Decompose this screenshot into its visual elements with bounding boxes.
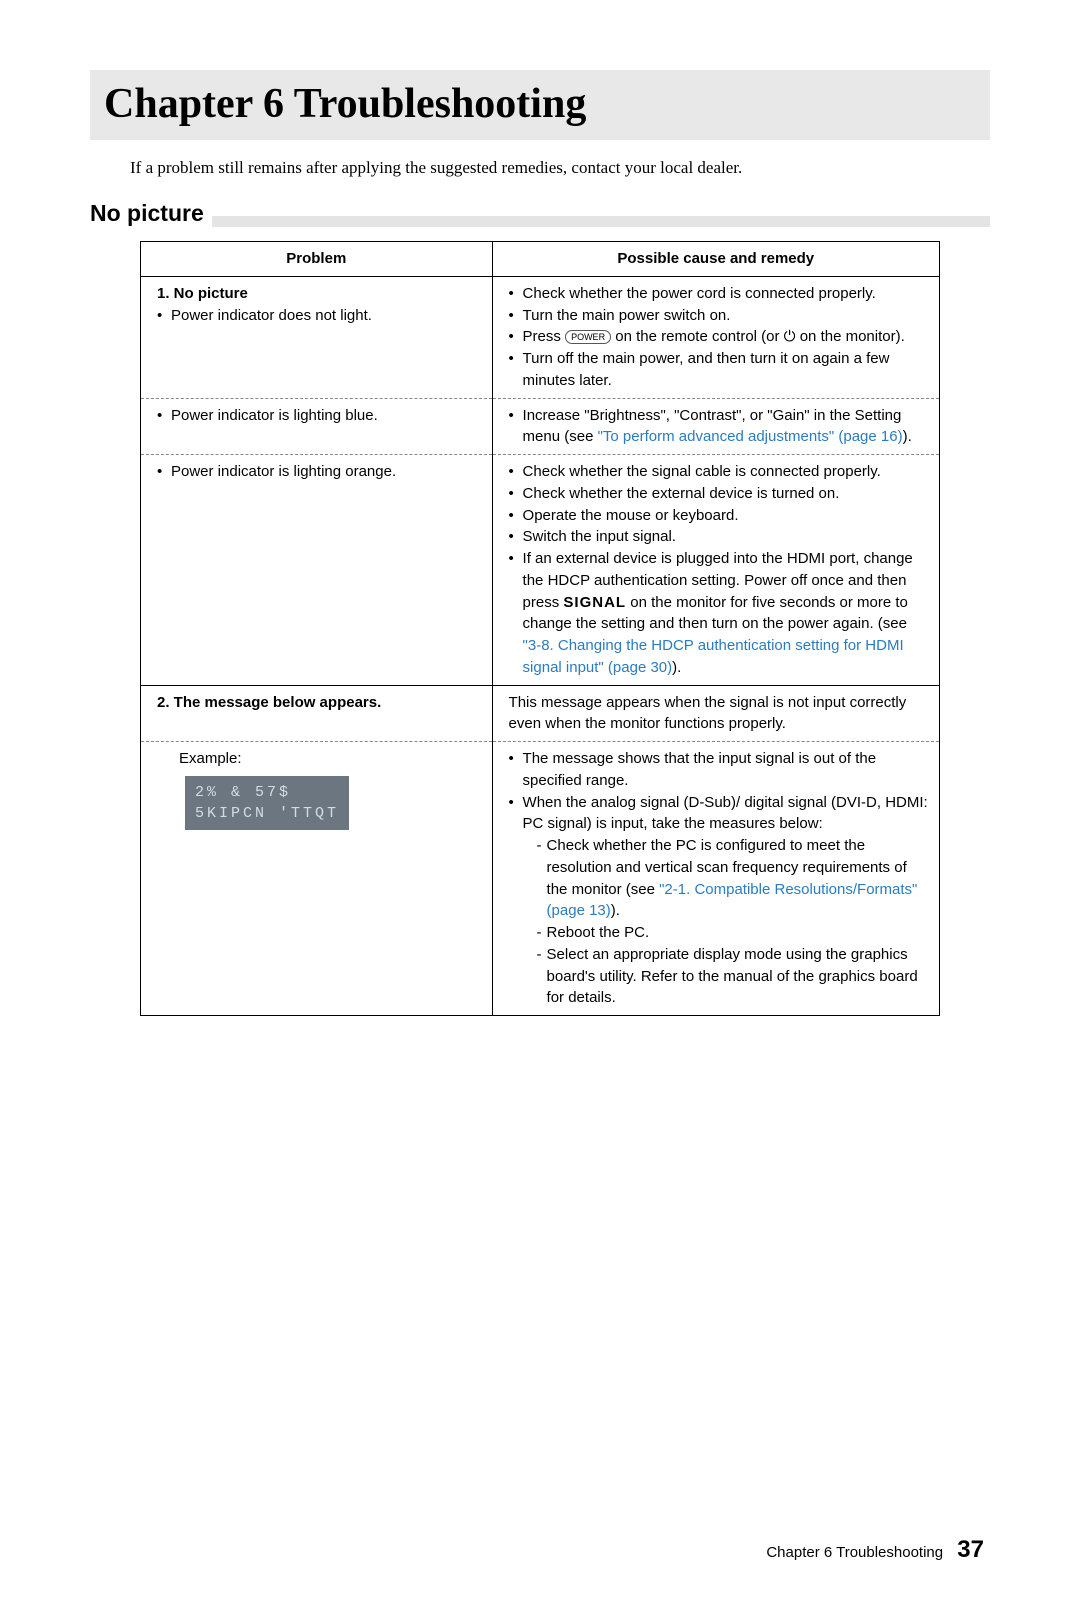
signal-button-label: SIGNAL (563, 594, 626, 611)
remedy-bullet: Check whether the external device is tur… (509, 483, 929, 505)
example-error-box: 2% & 57$ 5KIPCN 'TTQT (185, 776, 349, 830)
remedy-bullet: Turn the main power switch on. (509, 305, 929, 327)
table-row: Example: 2% & 57$ 5KIPCN 'TTQT The messa… (141, 742, 940, 1016)
header-problem: Problem (141, 242, 493, 277)
remedy-cell: Check whether the signal cable is connec… (492, 455, 939, 686)
power-button-icon: POWER (565, 330, 611, 344)
problem-bullet: Power indicator is lighting orange. (157, 461, 482, 483)
remedy-bullet: If an external device is plugged into th… (509, 548, 929, 679)
remedy-cell: Increase "Brightness", "Contrast", or "G… (492, 398, 939, 455)
problem-cell: Example: 2% & 57$ 5KIPCN 'TTQT (141, 742, 493, 1016)
chapter-title-bar: Chapter 6 Troubleshooting (90, 70, 990, 140)
page: Chapter 6 Troubleshooting If a problem s… (0, 0, 1080, 1604)
table-row: Power indicator is lighting blue. Increa… (141, 398, 940, 455)
page-footer: Chapter 6 Troubleshooting 37 (90, 1536, 990, 1564)
text: ). (903, 428, 912, 445)
header-remedy: Possible cause and remedy (492, 242, 939, 277)
text: When the analog signal (D-Sub)/ digital … (523, 794, 928, 833)
chapter-title: Chapter 6 Troubleshooting (104, 80, 976, 128)
footer-text: Chapter 6 Troubleshooting (766, 1544, 943, 1561)
remedy-cell: The message shows that the input signal … (492, 742, 939, 1016)
table-row: 1. No picture Power indicator does not l… (141, 276, 940, 398)
error-line: 2% & 57$ (195, 782, 339, 803)
problem-number: 1. No picture (157, 283, 482, 305)
troubleshooting-table: Problem Possible cause and remedy 1. No … (140, 241, 940, 1016)
link-adjustments[interactable]: "To perform advanced adjustments" (page … (598, 428, 903, 445)
remedy-bullet: Turn off the main power, and then turn i… (509, 348, 929, 392)
section-header: No picture (90, 200, 990, 227)
link-hdcp[interactable]: "3-8. Changing the HDCP authentication s… (523, 637, 904, 676)
remedy-bullet: Press POWER on the remote control (or ⏻ … (509, 326, 929, 348)
problem-number: 2. The message below appears. (157, 692, 482, 714)
problem-cell: Power indicator is lighting orange. (141, 455, 493, 686)
error-line: 5KIPCN 'TTQT (195, 803, 339, 824)
remedy-bullet: Switch the input signal. (509, 526, 929, 548)
table-row: Power indicator is lighting orange. Chec… (141, 455, 940, 686)
text: ). (611, 902, 620, 919)
problem-cell: Power indicator is lighting blue. (141, 398, 493, 455)
remedy-bullet: Check whether the power cord is connecte… (509, 283, 929, 305)
problem-cell: 2. The message below appears. (141, 685, 493, 742)
remedy-bullet: Check whether the signal cable is connec… (509, 461, 929, 483)
remedy-bullet: Operate the mouse or keyboard. (509, 505, 929, 527)
problem-bullet: Power indicator is lighting blue. (157, 405, 482, 427)
remedy-bullet: When the analog signal (D-Sub)/ digital … (509, 792, 929, 1010)
section-title: No picture (90, 200, 204, 227)
remedy-cell: Check whether the power cord is connecte… (492, 276, 939, 398)
example-label: Example: (157, 748, 482, 770)
text: Press (523, 328, 566, 345)
remedy-sub-bullet: Check whether the PC is configured to me… (537, 835, 929, 922)
table-header-row: Problem Possible cause and remedy (141, 242, 940, 277)
power-icon: ⏻ (784, 328, 796, 345)
problem-cell: 1. No picture Power indicator does not l… (141, 276, 493, 398)
remedy-bullet: Increase "Brightness", "Contrast", or "G… (509, 405, 929, 449)
remedy-bullet: The message shows that the input signal … (509, 748, 929, 792)
text: on the monitor). (796, 328, 905, 345)
page-number: 37 (957, 1536, 984, 1563)
section-rule (212, 216, 990, 227)
text: ). (672, 659, 681, 676)
text: on the remote control (or (611, 328, 784, 345)
chapter-intro: If a problem still remains after applyin… (130, 158, 990, 178)
table-row: 2. The message below appears. This messa… (141, 685, 940, 742)
remedy-sub-bullet: Reboot the PC. (537, 922, 929, 944)
remedy-sub-bullet: Select an appropriate display mode using… (537, 944, 929, 1009)
remedy-cell: This message appears when the signal is … (492, 685, 939, 742)
problem-bullet: Power indicator does not light. (157, 305, 482, 327)
